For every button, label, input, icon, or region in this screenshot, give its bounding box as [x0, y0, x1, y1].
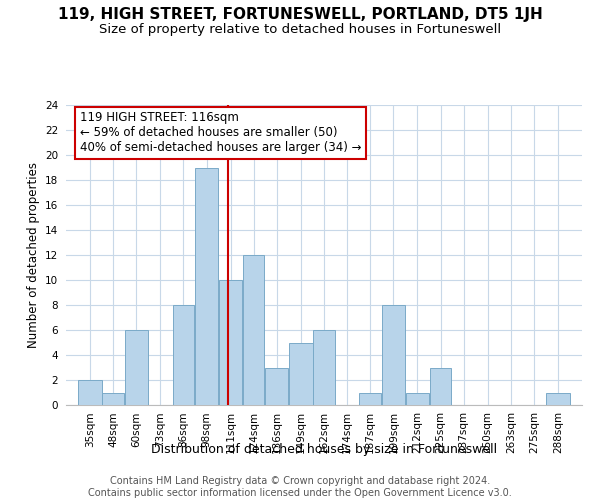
Bar	[313, 330, 335, 405]
Bar	[265, 368, 289, 405]
Text: Size of property relative to detached houses in Fortuneswell: Size of property relative to detached ho…	[99, 22, 501, 36]
Text: Contains HM Land Registry data © Crown copyright and database right 2024.
Contai: Contains HM Land Registry data © Crown c…	[88, 476, 512, 498]
Text: 119 HIGH STREET: 116sqm
← 59% of detached houses are smaller (50)
40% of semi-de: 119 HIGH STREET: 116sqm ← 59% of detache…	[80, 112, 361, 154]
Bar	[195, 168, 218, 405]
Bar	[79, 380, 102, 405]
Text: Distribution of detached houses by size in Fortuneswell: Distribution of detached houses by size …	[151, 442, 497, 456]
Bar	[125, 330, 148, 405]
Bar	[103, 392, 124, 405]
Bar	[382, 305, 405, 405]
Bar	[173, 305, 194, 405]
Bar	[430, 368, 451, 405]
Y-axis label: Number of detached properties: Number of detached properties	[26, 162, 40, 348]
Bar	[406, 392, 429, 405]
Text: 119, HIGH STREET, FORTUNESWELL, PORTLAND, DT5 1JH: 119, HIGH STREET, FORTUNESWELL, PORTLAND…	[58, 8, 542, 22]
Bar	[219, 280, 242, 405]
Bar	[243, 255, 265, 405]
Bar	[359, 392, 381, 405]
Bar	[289, 342, 313, 405]
Bar	[546, 392, 569, 405]
